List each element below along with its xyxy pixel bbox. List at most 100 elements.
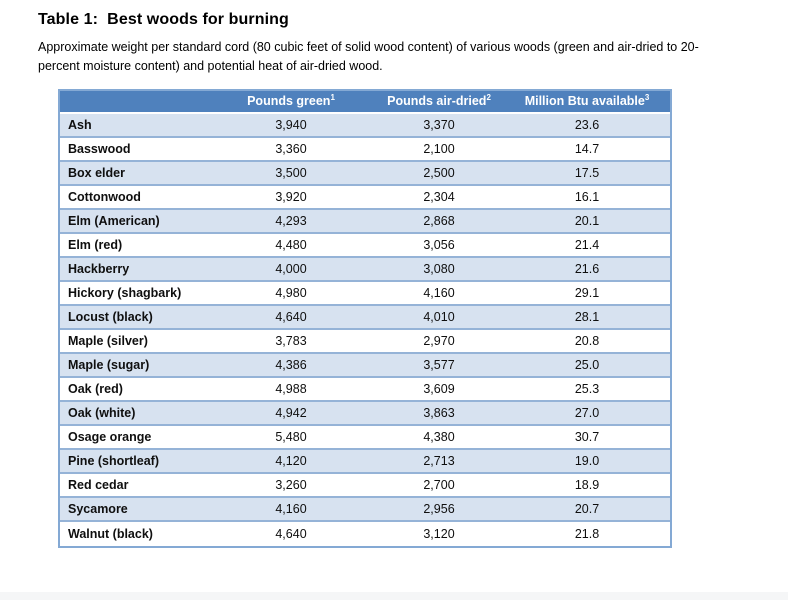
caption-line-2: percent moisture content) and potential … xyxy=(38,59,383,74)
btu-available-cell: 29.1 xyxy=(504,281,670,306)
col-header-pounds-air-dried: Pounds air-dried2 xyxy=(374,90,504,114)
table-row: Sycamore 4,160 2,956 20.7 xyxy=(60,497,670,522)
pounds-air-dried-cell: 3,609 xyxy=(374,377,504,402)
table-row: Walnut (black) 4,640 3,120 21.8 xyxy=(60,521,670,546)
wood-name-cell: Hickory (shagbark) xyxy=(60,281,208,306)
table-row: Oak (red) 4,988 3,609 25.3 xyxy=(60,377,670,402)
pounds-green-cell: 4,120 xyxy=(208,449,374,474)
btu-available-cell: 20.8 xyxy=(504,329,670,354)
pounds-green-cell: 4,640 xyxy=(208,305,374,330)
table-title: Table 1: Best woods for burning xyxy=(38,11,289,28)
table-row: Locust (black) 4,640 4,010 28.1 xyxy=(60,305,670,330)
wood-name-cell: Elm (American) xyxy=(60,209,208,234)
pounds-air-dried-cell: 2,304 xyxy=(374,185,504,210)
pounds-green-cell: 4,000 xyxy=(208,257,374,282)
pounds-green-cell: 3,940 xyxy=(208,113,374,138)
table-row: Basswood 3,360 2,100 14.7 xyxy=(60,137,670,162)
btu-available-cell: 21.4 xyxy=(504,233,670,258)
footnote-marker-3: 3 xyxy=(644,92,650,102)
header-row: Pounds green1 Pounds air-dried2 Million … xyxy=(60,90,670,114)
pounds-air-dried-cell: 3,863 xyxy=(374,401,504,426)
btu-available-cell: 14.7 xyxy=(504,137,670,162)
btu-available-cell: 19.0 xyxy=(504,449,670,474)
page-bottom-edge xyxy=(0,592,788,600)
wood-name-cell: Locust (black) xyxy=(60,305,208,330)
wood-name-cell: Hackberry xyxy=(60,257,208,282)
pounds-air-dried-cell: 2,970 xyxy=(374,329,504,354)
col-header-pounds-green: Pounds green1 xyxy=(208,90,374,114)
pounds-green-cell: 5,480 xyxy=(208,425,374,450)
btu-available-cell: 21.6 xyxy=(504,257,670,282)
pounds-air-dried-cell: 4,160 xyxy=(374,281,504,306)
pounds-air-dried-cell: 3,577 xyxy=(374,353,504,378)
btu-available-cell: 25.3 xyxy=(504,377,670,402)
table-row: Hackberry 4,000 3,080 21.6 xyxy=(60,257,670,282)
pounds-air-dried-cell: 2,100 xyxy=(374,137,504,162)
wood-name-cell: Cottonwood xyxy=(60,185,208,210)
wood-name-cell: Ash xyxy=(60,113,208,138)
wood-name-cell: Red cedar xyxy=(60,473,208,498)
pounds-air-dried-cell: 3,370 xyxy=(374,113,504,138)
btu-available-cell: 25.0 xyxy=(504,353,670,378)
wood-name-cell: Maple (silver) xyxy=(60,329,208,354)
pounds-air-dried-cell: 2,700 xyxy=(374,473,504,498)
table-row: Cottonwood 3,920 2,304 16.1 xyxy=(60,185,670,210)
btu-available-cell: 20.7 xyxy=(504,497,670,522)
table-row: Red cedar 3,260 2,700 18.9 xyxy=(60,473,670,498)
pounds-air-dried-cell: 3,120 xyxy=(374,521,504,546)
pounds-green-cell: 4,942 xyxy=(208,401,374,426)
table-row: Oak (white) 4,942 3,863 27.0 xyxy=(60,401,670,426)
caption-line-1: Approximate weight per standard cord (80… xyxy=(38,40,699,54)
btu-available-cell: 18.9 xyxy=(504,473,670,498)
col-header-pounds-green-label: Pounds green xyxy=(247,93,331,108)
pounds-green-cell: 4,988 xyxy=(208,377,374,402)
pounds-air-dried-cell: 2,713 xyxy=(374,449,504,474)
col-header-wood xyxy=(60,90,208,114)
wood-name-cell: Oak (red) xyxy=(60,377,208,402)
table-caption: Approximate weight per standard cord (80… xyxy=(0,29,788,77)
wood-name-cell: Basswood xyxy=(60,137,208,162)
pounds-green-cell: 4,160 xyxy=(208,497,374,522)
pounds-air-dried-cell: 3,080 xyxy=(374,257,504,282)
wood-name-cell: Box elder xyxy=(60,161,208,186)
pounds-green-cell: 4,640 xyxy=(208,521,374,546)
wood-name-cell: Pine (shortleaf) xyxy=(60,449,208,474)
wood-name-cell: Maple (sugar) xyxy=(60,353,208,378)
pounds-green-cell: 4,480 xyxy=(208,233,374,258)
btu-available-cell: 28.1 xyxy=(504,305,670,330)
table-row: Elm (red) 4,480 3,056 21.4 xyxy=(60,233,670,258)
table-row: Box elder 3,500 2,500 17.5 xyxy=(60,161,670,186)
pounds-air-dried-cell: 2,956 xyxy=(374,497,504,522)
table-row: Maple (sugar) 4,386 3,577 25.0 xyxy=(60,353,670,378)
table-row: Maple (silver) 3,783 2,970 20.8 xyxy=(60,329,670,354)
pounds-green-cell: 3,783 xyxy=(208,329,374,354)
table-row: Osage orange 5,480 4,380 30.7 xyxy=(60,425,670,450)
woods-table: Pounds green1 Pounds air-dried2 Million … xyxy=(58,88,672,548)
col-header-pounds-air-dried-label: Pounds air-dried xyxy=(387,93,487,108)
wood-name-cell: Sycamore xyxy=(60,497,208,522)
pounds-air-dried-cell: 2,500 xyxy=(374,161,504,186)
btu-available-cell: 27.0 xyxy=(504,401,670,426)
wood-name-cell: Oak (white) xyxy=(60,401,208,426)
btu-available-cell: 21.8 xyxy=(504,521,670,546)
btu-available-cell: 23.6 xyxy=(504,113,670,138)
table-row: Pine (shortleaf) 4,120 2,713 19.0 xyxy=(60,449,670,474)
pounds-air-dried-cell: 2,868 xyxy=(374,209,504,234)
wood-name-cell: Walnut (black) xyxy=(60,521,208,546)
footnote-marker-1: 1 xyxy=(330,92,335,102)
pounds-air-dried-cell: 4,380 xyxy=(374,425,504,450)
wood-name-cell: Elm (red) xyxy=(60,233,208,258)
btu-available-cell: 30.7 xyxy=(504,425,670,450)
table-row: Ash 3,940 3,370 23.6 xyxy=(60,113,670,138)
pounds-green-cell: 3,360 xyxy=(208,137,374,162)
col-header-btu-available: Million Btu available3 xyxy=(504,90,670,114)
pounds-green-cell: 4,980 xyxy=(208,281,374,306)
pounds-air-dried-cell: 4,010 xyxy=(374,305,504,330)
wood-name-cell: Osage orange xyxy=(60,425,208,450)
btu-available-cell: 17.5 xyxy=(504,161,670,186)
pounds-green-cell: 3,920 xyxy=(208,185,374,210)
pounds-green-cell: 4,386 xyxy=(208,353,374,378)
btu-available-cell: 20.1 xyxy=(504,209,670,234)
col-header-btu-available-label: Million Btu available xyxy=(524,93,645,108)
